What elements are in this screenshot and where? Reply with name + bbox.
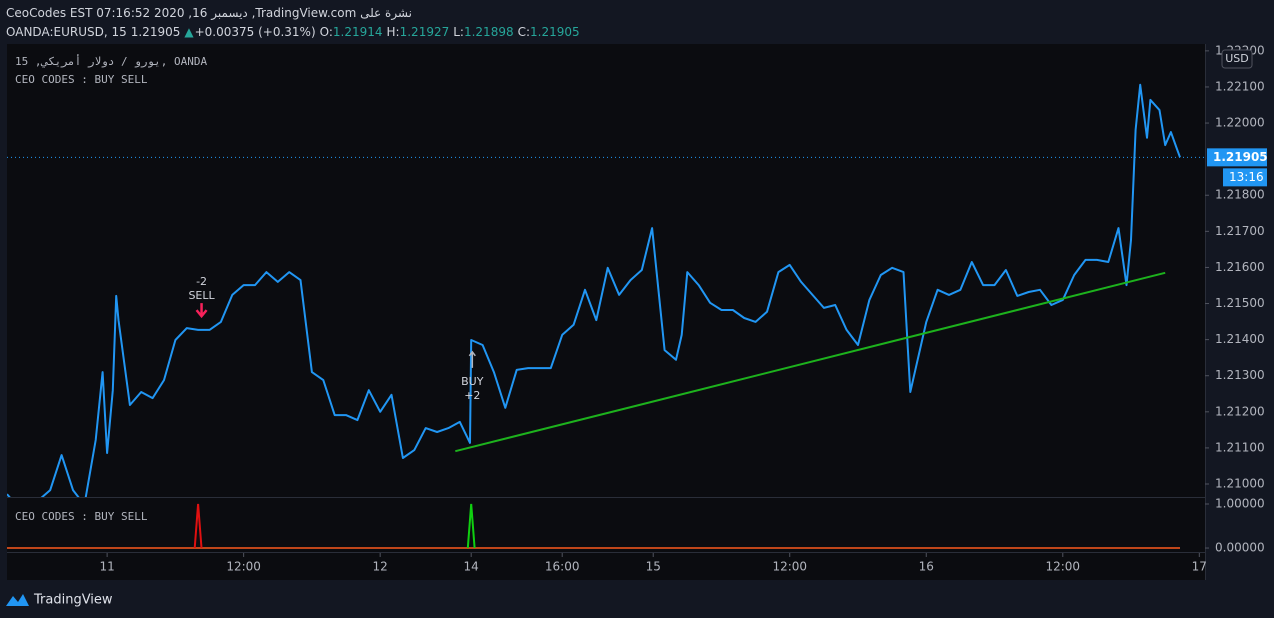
y-tick-label: 1.21500 [1215,296,1265,310]
price-line [7,83,1181,497]
currency-box [1221,49,1253,69]
y-tick-label: 1.21200 [1215,404,1265,418]
y-tick-label: 1.22000 [1215,116,1265,130]
o-label: O: [319,25,333,39]
l: 1.21898 [463,25,514,39]
indicator-line [193,503,203,549]
indicator-title: CEO CODES : BUY SELL [15,73,148,86]
header-line: CeoCodes EST 07:16:52 2020 ,16 ديسمبر ,T… [6,6,412,20]
indicator-pane [7,503,1180,549]
x-tick-label: 12:00 [226,560,261,574]
arrow: ▲ [184,25,194,39]
last-price-box [1207,148,1267,167]
annotation-amount: +2 [464,389,480,402]
plot-background [7,44,1205,580]
y-tick-label: 0.00000 [1215,541,1265,555]
y-tick-label: 1.21800 [1215,188,1265,202]
h: 1.21927 [399,25,450,39]
change: +0.00375 (+0.31%) [194,25,316,39]
x-tick-label: 17 [1192,560,1207,574]
x-tick-label: 11 [99,560,114,574]
l-label: L: [453,25,464,39]
chart-title: يورو / دولار أمريكي, 15, OANDA [15,54,207,68]
countdown-box [1223,168,1267,187]
last: 1.21905 [130,25,181,39]
x-tick-label: 12:00 [772,560,807,574]
y-tick-label: 1.00000 [1215,496,1265,510]
y-tick-label: 1.21300 [1215,368,1265,382]
o: 1.21914 [332,25,383,39]
y-tick-label: 1.21400 [1215,332,1265,346]
logo [6,594,29,606]
annotation-label: BUY [461,375,484,388]
annotation-label: SELL [188,289,215,302]
sell-arrow [195,303,208,319]
y-tick-label: 1.21600 [1215,260,1265,274]
annotation-amount: -2 [196,275,207,288]
buy-arrow [468,350,476,368]
c-label: C: [517,25,531,39]
symbol: OANDA:EURUSD, 15 [6,25,127,39]
x-tick-label: 14 [464,560,479,574]
y-tick-label: 1.21100 [1215,440,1265,454]
indicator-title: CEO CODES : BUY SELL [15,510,148,523]
y-tick-label: 1.22100 [1215,79,1265,93]
indicator-line [466,503,476,549]
x-tick-label: 16:00 [545,560,580,574]
quote-line: OANDA:EURUSD, 15 1.21905 ▲+0.00375 (+0.31%… [6,23,584,42]
header: CeoCodes EST 07:16:52 2020 ,16 ديسمبر ,T… [6,4,584,42]
countdown-label: 13:16 [1229,170,1264,184]
last-price-label: 1.21905 [1213,150,1268,164]
x-tick-label: 12 [373,560,388,574]
h-label: H: [386,25,400,39]
x-tick-label: 15 [646,560,661,574]
x-tick-label: 16 [919,560,934,574]
currency-label: USD [1225,52,1249,65]
main-pane [7,83,1181,497]
x-tick-label: 12:00 [1045,560,1080,574]
y-tick-label: 1.21700 [1215,224,1265,238]
y-tick-label: 1.21000 [1215,477,1265,491]
brand: TradingView [33,593,113,608]
trend-line [455,271,1166,453]
c: 1.21905 [530,25,580,39]
